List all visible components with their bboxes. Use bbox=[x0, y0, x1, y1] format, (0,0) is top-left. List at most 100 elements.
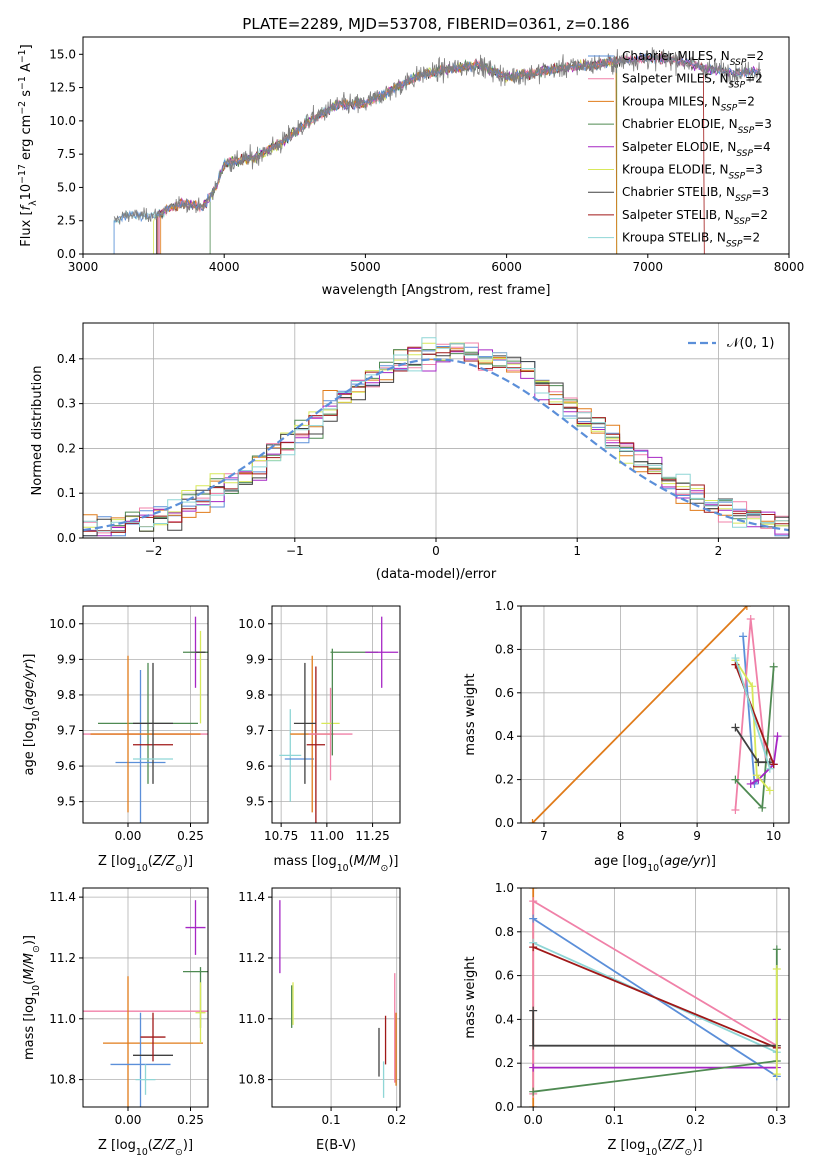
legend-entry: Kroupa ELODIE, NSSP=3 bbox=[622, 163, 763, 182]
weight_vs_age-marker bbox=[754, 758, 763, 767]
age_vs_mass-xlabel-part: mass [log bbox=[274, 854, 337, 869]
residuals-ytick-label: 0.3 bbox=[57, 397, 76, 411]
age_vs_z-ytick-label: 9.6 bbox=[57, 759, 76, 773]
legend-entry-suffix: =3 bbox=[754, 117, 772, 131]
age_vs_z-series bbox=[83, 616, 208, 823]
mass_vs_z-xtick-label: 0.00 bbox=[115, 1113, 142, 1127]
mass_vs_ebv-ytick-label: 11.0 bbox=[238, 1012, 265, 1026]
weight_vs_age-marker bbox=[769, 760, 778, 769]
weight_vs_z-marker bbox=[772, 945, 781, 954]
weight_vs_z-marker bbox=[529, 1063, 538, 1072]
age_vs_mass-ytick-label: 9.7 bbox=[246, 724, 265, 738]
weight_vs_z-series bbox=[529, 888, 781, 1107]
residuals-ylabel: Normed distribution bbox=[30, 366, 45, 496]
weight_vs_age-marker bbox=[742, 606, 751, 610]
spectrum-xlabel: wavelength [Angstrom, rest frame] bbox=[322, 283, 551, 298]
legend-entry-suffix: =2 bbox=[750, 208, 768, 222]
weight_vs_age-marker bbox=[765, 786, 774, 795]
mass_vs_z-ylabel-part: M/M bbox=[22, 953, 37, 980]
spectrum-ylabel: Flux [fλ10−17 erg cm−2 s−1 A−1] bbox=[17, 44, 39, 246]
age_vs_mass-axes bbox=[272, 606, 400, 823]
mass_vs_ebv-ytick-label: 10.8 bbox=[238, 1073, 265, 1087]
legend-entry: Kroupa STELIB, NSSP=2 bbox=[622, 231, 760, 250]
spectrum-xtick-label: 4000 bbox=[209, 260, 240, 274]
weight_vs_age-xlabel: age [log10(age/yr)] bbox=[594, 854, 716, 874]
mass_vs_z-xlabel-part: )] bbox=[183, 1138, 193, 1153]
mass_vs_ebv-xlabel-part: E(B-V) bbox=[316, 1138, 356, 1153]
legend-entry: Kroupa MILES, NSSP=2 bbox=[622, 94, 755, 113]
weight_vs_age-ytick-label: 0.8 bbox=[495, 642, 514, 656]
spectrum-xtick-label: 8000 bbox=[774, 260, 805, 274]
residuals-histogram bbox=[83, 346, 789, 533]
weight_vs_z-ytick-label: 0.4 bbox=[495, 1012, 514, 1026]
age_vs_mass-ytick-label: 10.0 bbox=[238, 617, 265, 631]
mass_vs_z-xtick-label: 0.25 bbox=[177, 1113, 204, 1127]
weight_vs_age-xtick-label: 7 bbox=[540, 829, 548, 843]
residuals-ytick-label: 0.2 bbox=[57, 441, 76, 455]
age_vs_z-xlabel: Z [log10(Z/Z⊙)] bbox=[98, 854, 193, 874]
mass_vs_z-xlabel-part: Z/Z bbox=[152, 1138, 176, 1153]
weight_vs_age-marker bbox=[731, 775, 740, 784]
weight_vs_age-line bbox=[734, 659, 771, 792]
mass_vs_z-point bbox=[110, 1012, 171, 1107]
weight_vs_age-marker bbox=[731, 723, 740, 732]
weight_vs_age-marker bbox=[739, 632, 748, 641]
mass_vs_ebv-series bbox=[279, 900, 397, 1098]
mass_vs_z-ylabel-part: 10 bbox=[31, 985, 42, 997]
mass_vs_z-point bbox=[140, 1012, 166, 1062]
age_vs_z-ytick-label: 9.5 bbox=[57, 795, 76, 809]
age_vs_z-frame-rect bbox=[82, 605, 209, 824]
legend-entry-sub: SSP bbox=[729, 172, 746, 182]
spectrum-ytick-label: 0.0 bbox=[57, 247, 76, 261]
legend-entry: Chabrier ELODIE, NSSP=3 bbox=[622, 117, 772, 136]
legend-entry-suffix: =2 bbox=[742, 231, 760, 245]
age_vs_mass-frame-rect bbox=[271, 605, 401, 824]
spectrum-ylabel-part: ] bbox=[19, 44, 34, 49]
weight_vs_z-xlabel-part: ⊙ bbox=[685, 1147, 693, 1158]
residuals-histogram bbox=[83, 343, 789, 537]
age_vs_z-ytick-label: 9.9 bbox=[57, 652, 76, 666]
weight_vs_z-xlabel-part: Z/Z bbox=[661, 1138, 685, 1153]
mass_vs_z-series bbox=[83, 900, 208, 1107]
mass_vs_z-point bbox=[135, 1064, 156, 1095]
weight_vs_age-xlabel-part: )] bbox=[706, 854, 716, 869]
legend-entry-label: Kroupa ELODIE, N bbox=[622, 163, 729, 177]
weight_vs_age-ytick-label: 0.6 bbox=[495, 686, 514, 700]
mass_vs_z-ylabel-part: )] bbox=[22, 935, 37, 945]
legend-entry: Salpeter ELODIE, NSSP=4 bbox=[622, 140, 771, 159]
age_vs_mass-point bbox=[293, 662, 316, 784]
age_vs_z-axes bbox=[83, 606, 208, 823]
weight_vs_age-ytick-label: 0.2 bbox=[495, 773, 514, 787]
legend-entry-sub: SSP bbox=[734, 217, 751, 227]
weight_vs_z-xtick-label: 0.2 bbox=[686, 1113, 705, 1127]
spectrum-xtick-label: 6000 bbox=[491, 260, 522, 274]
residuals-series bbox=[83, 337, 789, 537]
legend-entry-label: Chabrier MILES, N bbox=[622, 49, 730, 63]
spectrum-ytick-label: 10.0 bbox=[49, 114, 76, 128]
weight_vs_z-frame: 0.0 0.1 0.2 0.3 0.0 0.2 0.4 0.6 0.8 1.0 bbox=[495, 881, 790, 1127]
residuals-xtick-label: 2 bbox=[715, 544, 723, 558]
weight_vs_age-xtick-label: 10 bbox=[766, 829, 781, 843]
weight_vs_z-marker bbox=[529, 914, 538, 923]
weight_vs_z-marker bbox=[529, 1103, 538, 1107]
legend-entry: Chabrier MILES, NSSP=2 bbox=[622, 49, 764, 68]
age_vs_z-xlabel-part: 10 bbox=[136, 863, 148, 874]
legend-entry-sub: SSP bbox=[729, 81, 746, 91]
weight_vs_z-ytick-label: 0.6 bbox=[495, 969, 514, 983]
age_vs_z-ytick-label: 10.0 bbox=[49, 617, 76, 631]
mass_vs_ebv-ytick-label: 11.2 bbox=[238, 951, 265, 965]
spectrum-ylabel-part: s bbox=[19, 90, 34, 101]
legend-entry-suffix: =2 bbox=[745, 72, 763, 86]
weight_vs_age-marker bbox=[758, 803, 767, 812]
weight_vs_z-ytick-label: 0.0 bbox=[495, 1100, 514, 1114]
weight_vs_z-marker bbox=[529, 1087, 538, 1096]
legend-entry-suffix: =4 bbox=[753, 140, 771, 154]
weight_vs_age-marker bbox=[748, 682, 757, 691]
legend-entry: Chabrier STELIB, NSSP=3 bbox=[622, 185, 769, 204]
age_vs_z-xlabel-part: ( bbox=[148, 854, 153, 869]
age_vs_mass-point bbox=[365, 616, 399, 688]
legend-entry: Salpeter STELIB, NSSP=2 bbox=[622, 208, 768, 227]
weight_vs_age-xtick-label: 8 bbox=[617, 829, 625, 843]
spectrum-ylabel-part: −17 bbox=[17, 164, 28, 184]
age_vs_mass-xlabel-part: ⊙ bbox=[380, 863, 388, 874]
